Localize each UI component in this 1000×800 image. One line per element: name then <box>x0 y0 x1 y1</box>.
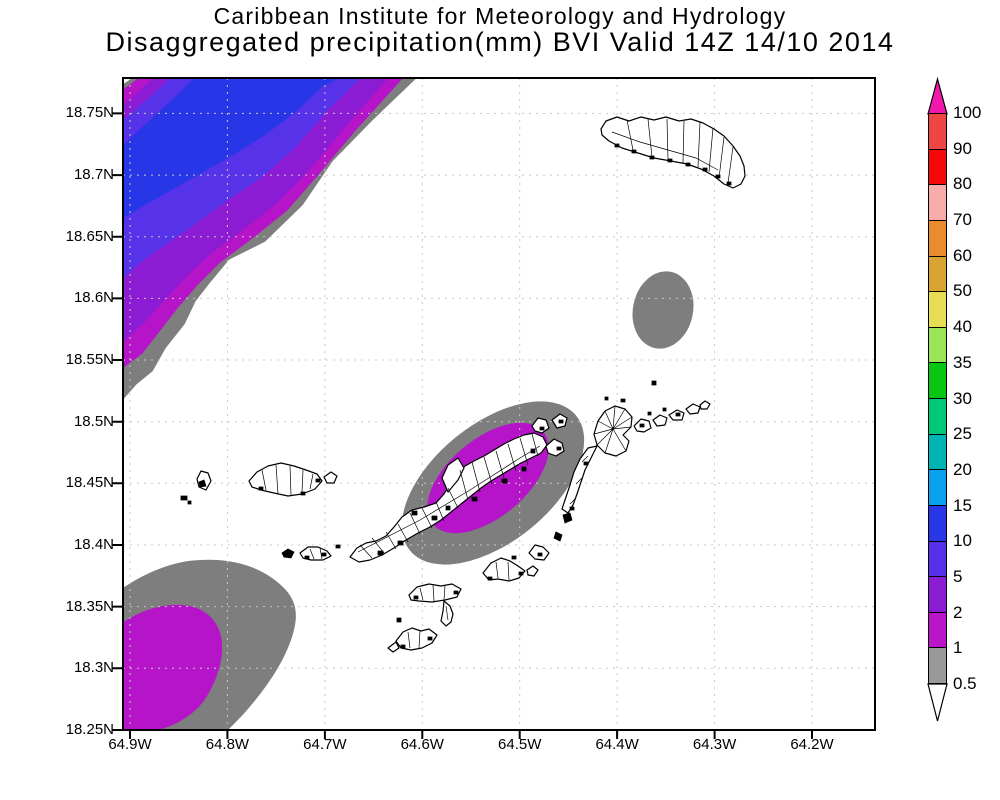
y-axis-label: 18.45N <box>65 474 114 492</box>
colorbar-segment <box>929 219 946 256</box>
colorbar-segment <box>929 114 946 149</box>
y-axis-label: 18.4N <box>73 536 114 554</box>
small-gray-cell <box>632 271 694 349</box>
colorbar-segment <box>929 326 946 363</box>
peter-island <box>482 557 539 582</box>
colorbar-segment <box>929 184 946 220</box>
islands <box>180 116 746 653</box>
colorbar-label: 30 <box>953 388 972 408</box>
colorbar-segment <box>929 362 946 398</box>
colorbar-label: 5 <box>953 566 963 586</box>
colorbar-label: 70 <box>953 210 972 230</box>
colorbar-over-arrow <box>927 76 948 115</box>
norman-island <box>408 583 462 603</box>
beef-island <box>545 438 565 457</box>
anegada-island <box>600 116 746 189</box>
colorbar-segment <box>929 647 946 683</box>
x-axis-label: 64.7W <box>303 736 347 753</box>
x-axis-label: 64.5W <box>498 736 542 753</box>
y-axis-label: 18.5N <box>73 412 114 430</box>
y-axis-label: 18.3N <box>73 659 114 677</box>
colorbar-label: 80 <box>953 174 972 194</box>
x-axis-label: 64.2W <box>790 736 834 753</box>
x-axis-label: 64.3W <box>692 736 737 753</box>
colorbar-segment <box>929 469 946 505</box>
northwest-band <box>123 78 417 400</box>
colorbar-segment <box>929 291 946 327</box>
colorbar-segment <box>929 148 946 185</box>
x-axis-label: 64.8W <box>205 736 250 753</box>
colorbar-segment <box>929 398 946 434</box>
jost-van-dyke-island <box>248 462 323 497</box>
colorbar-segment <box>929 504 946 541</box>
colorbar-label: 60 <box>953 245 972 265</box>
y-axis-label: 18.35N <box>65 597 114 615</box>
y-axis-label: 18.75N <box>65 104 114 122</box>
colorbar-label: 10 <box>953 531 972 551</box>
institute-title: Caribbean Institute for Meteorology and … <box>213 3 787 29</box>
colorbar-label: 40 <box>953 317 972 337</box>
colorbar-label: 35 <box>953 352 972 372</box>
y-axis-label: 18.65N <box>65 227 114 245</box>
colorbar-label: 100 <box>953 103 982 122</box>
colorbar <box>928 113 947 684</box>
x-axis-label: 64.4W <box>595 736 639 753</box>
colorbar-label: 90 <box>953 138 972 158</box>
map-frame <box>112 77 876 739</box>
colorbar-label: 1 <box>953 638 963 658</box>
colorbar-under-arrow <box>927 683 948 722</box>
virgin-gorda-island <box>593 405 633 457</box>
x-axis-label: 64.6W <box>400 736 444 753</box>
southwest-cell <box>123 559 296 730</box>
colorbar-segment <box>929 611 946 648</box>
y-axis-label: 18.55N <box>65 351 114 369</box>
colorbar-label: 25 <box>953 424 972 444</box>
tortola-island <box>349 432 548 563</box>
colorbar-label: 2 <box>953 602 963 622</box>
colorbar-segment <box>929 255 946 292</box>
y-axis-label: 18.25N <box>65 721 114 738</box>
colorbar-label: 0.5 <box>953 674 977 693</box>
plot-title: Disaggregated precipitation(mm) BVI Vali… <box>105 27 895 57</box>
y-axis-ticks <box>112 112 123 731</box>
colorbar-label: 15 <box>953 495 972 515</box>
colorbar-segment <box>929 433 946 470</box>
colorbar-label: 20 <box>953 459 972 479</box>
x-axis-ticks <box>129 730 813 739</box>
salt-island <box>528 544 550 561</box>
colorbar-segment <box>929 540 946 577</box>
colorbar-segment <box>929 576 946 612</box>
y-axis-label: 18.6N <box>73 289 114 307</box>
colorbar-label: 50 <box>953 281 972 301</box>
y-axis-label: 18.7N <box>73 166 114 184</box>
x-axis-label: 64.9W <box>108 736 152 753</box>
